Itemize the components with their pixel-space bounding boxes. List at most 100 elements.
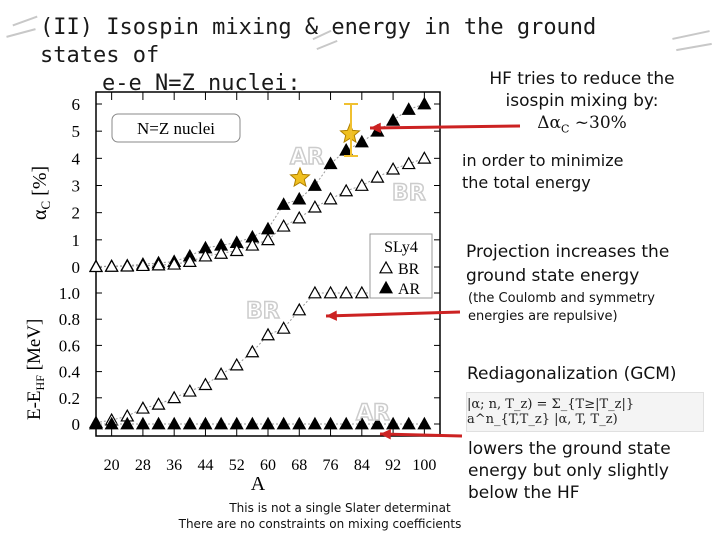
x-tick-label: 76 (323, 457, 339, 474)
y-tick-label-lower: 0.4 (59, 363, 81, 382)
data-point-lower-ar (245, 416, 260, 430)
data-point-lower-br (135, 401, 150, 414)
data-point-upper-ar (292, 191, 307, 205)
hf-delta-value: ~30% (569, 113, 627, 133)
data-point-lower-ar (214, 416, 229, 430)
series-line-lower-br (95, 292, 425, 424)
data-point-lower-ar (417, 416, 432, 430)
hf-delta-sub: C (560, 122, 570, 136)
hf-delta-symbol: Δα (537, 113, 561, 133)
slide-title: (II) Isospin mixing & energy in the grou… (40, 14, 680, 98)
tag-ar-lower: AR (356, 401, 390, 426)
data-point-upper-br (339, 183, 354, 197)
data-point-upper-br (120, 258, 135, 272)
y-tick-label-upper: 2 (72, 204, 81, 223)
projection-note: Projection increases the ground state en… (466, 240, 669, 288)
data-point-lower-ar (339, 416, 354, 430)
data-point-upper-br (354, 178, 369, 191)
data-point-lower-ar (167, 416, 182, 430)
data-point-upper-br (151, 257, 166, 271)
y-tick-label-upper: 0 (72, 258, 81, 277)
lowers-note: lowers the ground state energy but only … (468, 438, 671, 504)
data-point-upper-ar (417, 96, 432, 110)
error-bracket (344, 103, 358, 157)
arrow-projection-shaft (325, 310, 461, 318)
y-tick-label-lower: 0 (72, 415, 81, 434)
data-point-upper-ar (260, 221, 276, 235)
x-tick-label: 100 (412, 457, 436, 474)
data-point-lower-ar (104, 416, 119, 430)
data-point-lower-ar (386, 416, 401, 430)
tag-ar-upper: AR (290, 145, 324, 170)
minimize-line-1: in order to minimize (462, 151, 624, 170)
data-point-lower-ar (401, 416, 416, 430)
hf-note-line-1: HF tries to reduce the (489, 69, 675, 89)
rediag-note: Rediagonalization (GCM) (467, 364, 677, 384)
gcm-formula: |α; n, T_z) = Σ_{T≥|T_z|} a^n_{T,T_z} |α… (466, 392, 704, 432)
x-tick-label: 68 (291, 457, 307, 474)
data-point-upper-br (182, 254, 197, 267)
x-tick-label: 92 (385, 457, 401, 474)
data-point-lower-br (276, 321, 291, 334)
tag-br-lower: BR (246, 299, 280, 324)
arrow-projection-head (326, 310, 337, 321)
data-point-lower-ar (229, 416, 244, 430)
star-marker (289, 166, 311, 188)
data-point-lower-ar (370, 416, 385, 430)
data-point-upper-br (245, 238, 260, 251)
data-point-lower-br (229, 357, 244, 371)
data-point-upper-br (260, 232, 276, 246)
inset-label: N=Z nuclei (137, 119, 215, 138)
lowers-line-2: energy but only slightly (468, 461, 669, 481)
data-point-upper-ar (276, 197, 291, 210)
data-point-lower-ar (198, 416, 213, 430)
x-tick-label: 36 (166, 457, 182, 474)
data-point-lower-ar (88, 416, 104, 430)
data-point-upper-br (104, 259, 119, 272)
legend-title: SLy4 (384, 239, 418, 256)
data-point-upper-br (307, 199, 322, 213)
legend-br-label: BR (398, 261, 420, 278)
projection-line-2: ground state energy (466, 266, 640, 286)
data-point-lower-ar (260, 416, 276, 430)
data-point-upper-br (88, 259, 104, 273)
data-point-lower-br (151, 397, 166, 410)
inset-box (111, 113, 241, 143)
y-tick-label-upper: 1 (72, 231, 81, 250)
series-line-upper-br (95, 157, 425, 268)
data-point-upper-br (323, 191, 338, 205)
coulomb-line-1: (the Coulomb and symmetry (468, 291, 655, 306)
data-point-lower-ar (276, 416, 291, 430)
minimize-line-2: the total energy (462, 173, 591, 192)
series-line-upper-ar (95, 103, 425, 267)
data-point-upper-ar (401, 102, 416, 115)
x-tick-label: 28 (135, 457, 151, 474)
data-point-upper-ar (339, 142, 354, 156)
data-point-upper-ar (354, 134, 369, 148)
arrow-hf-head (370, 122, 381, 134)
legend-br-marker (378, 260, 394, 274)
data-point-upper-br (417, 151, 432, 164)
data-point-upper-br (370, 170, 385, 183)
data-point-lower-br (354, 285, 369, 299)
tag-br-upper: BR (392, 181, 426, 206)
upper-y-axis-label: αC [%] (29, 166, 53, 220)
data-point-lower-br (245, 344, 260, 358)
y-tick-label-upper: 3 (72, 177, 81, 196)
hf-note: HF tries to reduce the isospin mixing by… (462, 68, 702, 140)
lowers-line-3: below the HF (468, 483, 580, 503)
minimize-note: in order to minimize the total energy (462, 150, 623, 194)
lower-y-axis-label: E-EHF [MeV] (24, 319, 47, 420)
legend-ar-label: AR (398, 281, 421, 298)
data-point-lower-br (292, 302, 307, 316)
data-point-lower-ar (120, 416, 135, 430)
data-point-lower-br (323, 285, 338, 299)
data-point-upper-ar (323, 156, 338, 170)
x-tick-label: 84 (354, 457, 370, 474)
arrow-hf-shaft (369, 124, 521, 130)
data-point-lower-ar (354, 416, 369, 430)
data-point-lower-br (182, 384, 197, 397)
data-point-upper-br (135, 258, 150, 272)
footnote-line-2: There are no constraints on mixing coeff… (178, 517, 462, 531)
